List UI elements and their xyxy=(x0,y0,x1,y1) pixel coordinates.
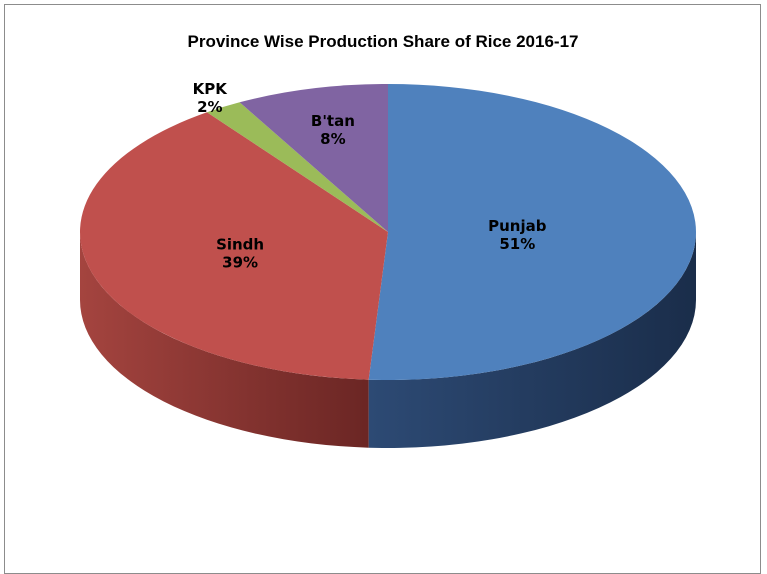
slice-label-b-tan: B'tan xyxy=(311,112,355,130)
pie-sides xyxy=(80,232,696,448)
slice-label-sindh: Sindh xyxy=(216,236,264,254)
slice-sindh xyxy=(80,112,389,380)
slice-side-sindh xyxy=(80,232,369,448)
slice-punjab xyxy=(368,83,697,380)
slice-kpk xyxy=(206,102,388,232)
slice-b-tan xyxy=(239,84,388,232)
pie-slices xyxy=(80,83,697,380)
slice-value-kpk: 2% xyxy=(197,98,222,116)
slice-side-punjab xyxy=(368,232,696,448)
slice-label-punjab: Punjab xyxy=(488,217,547,235)
slice-value-b-tan: 8% xyxy=(320,130,345,148)
slice-label-kpk: KPK xyxy=(193,80,229,98)
slice-value-punjab: 51% xyxy=(499,235,535,253)
slice-value-sindh: 39% xyxy=(222,254,258,272)
chart-title: Province Wise Production Share of Rice 2… xyxy=(188,32,579,51)
